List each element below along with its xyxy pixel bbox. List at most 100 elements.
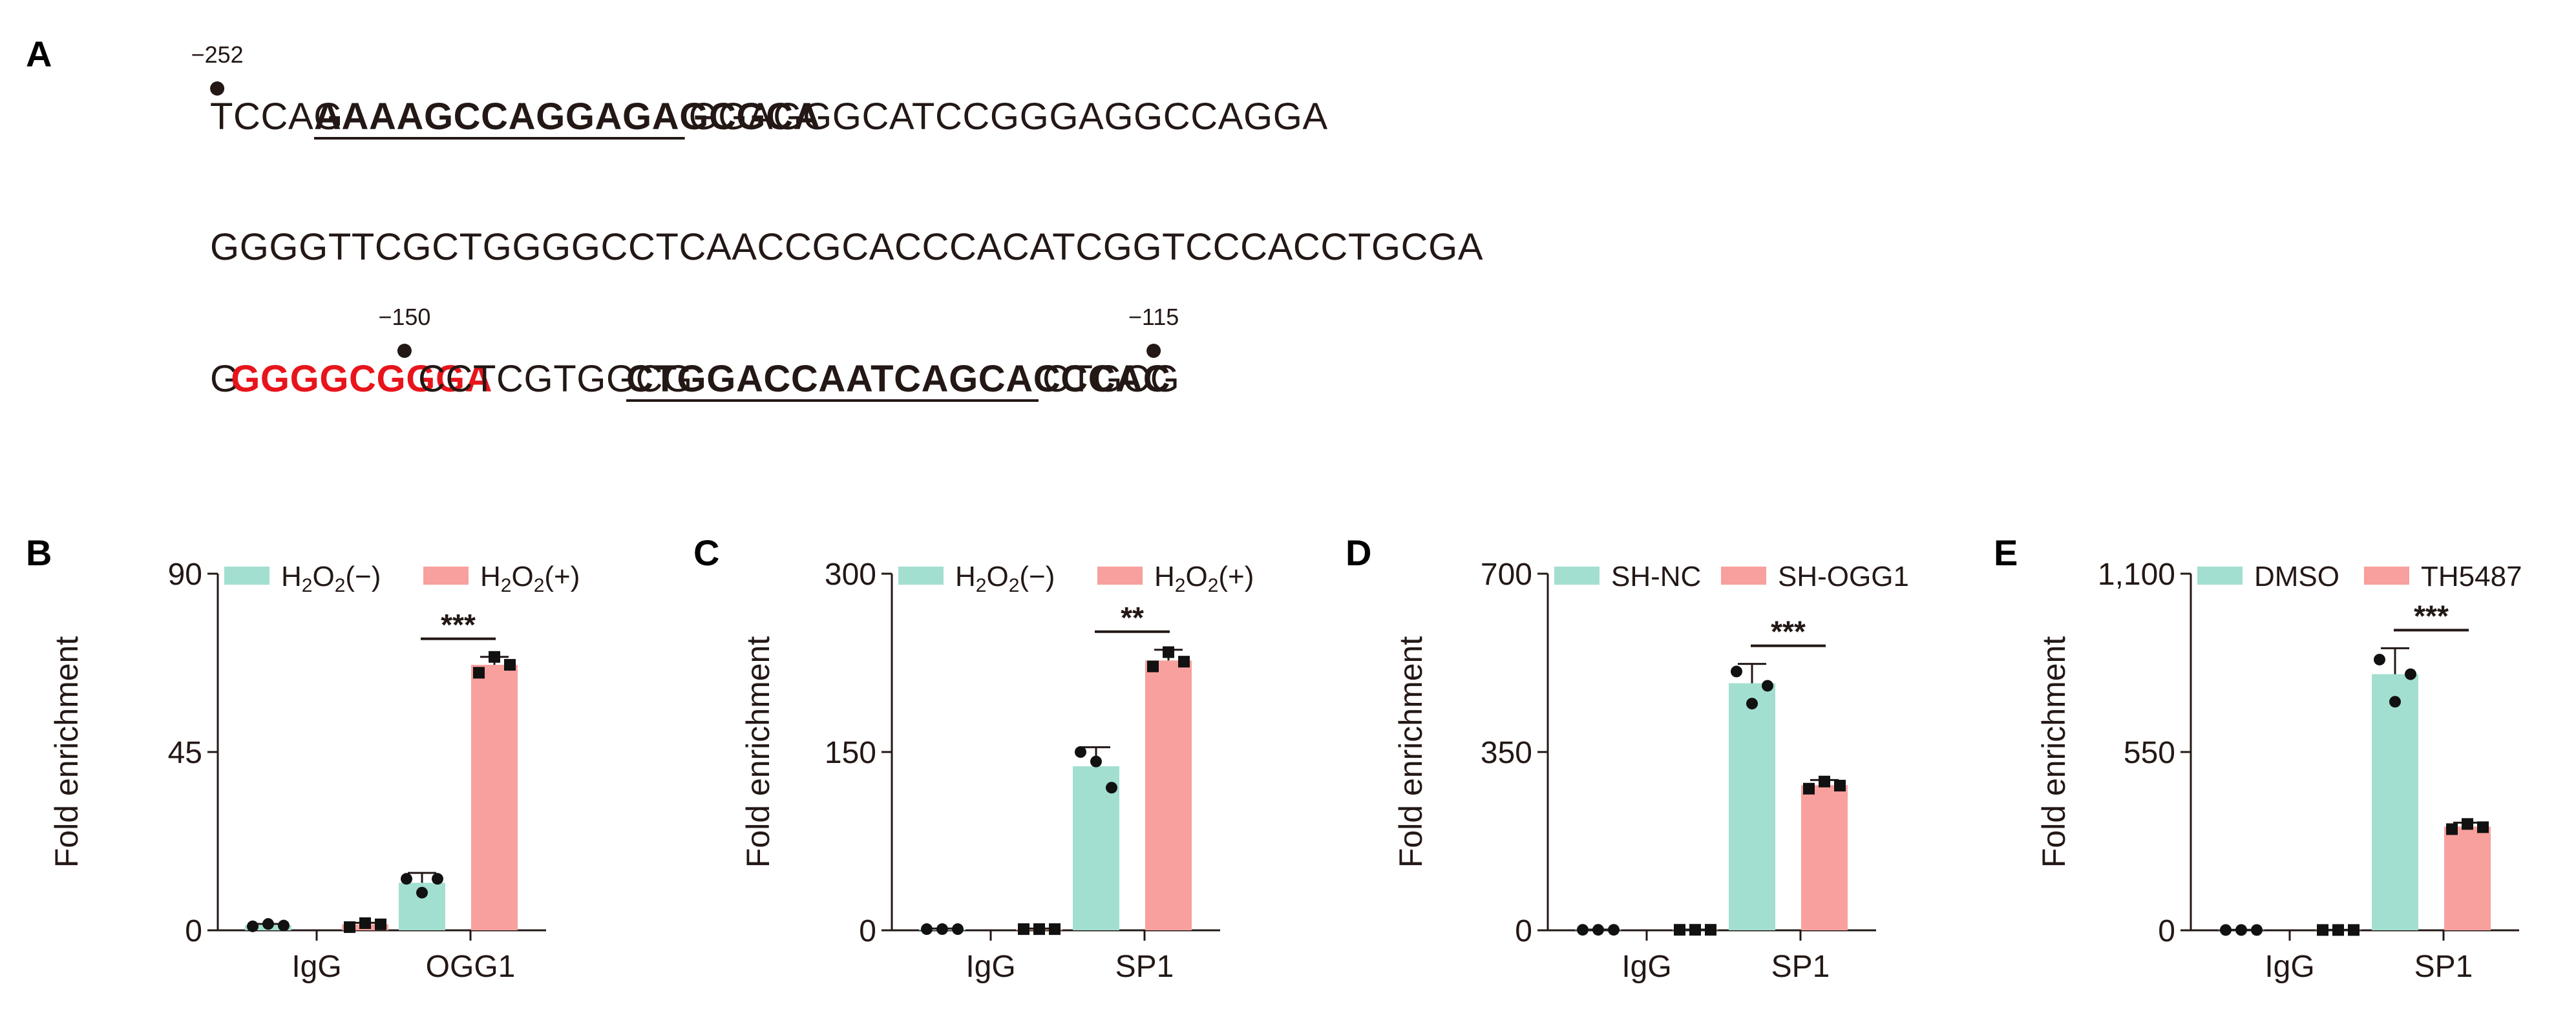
legend-swatch xyxy=(2197,567,2243,585)
legend-subscript: 2 xyxy=(302,575,313,596)
legend-swatch xyxy=(1554,567,1599,585)
data-point-circle xyxy=(1075,746,1086,758)
bar-control xyxy=(1729,683,1775,930)
data-point-square xyxy=(1033,923,1045,935)
x-tick-label: SP1 xyxy=(2414,950,2473,984)
sequence-segment-plain: GGGGTTCGCTGGGGCCTCAACCGCACCCACATCGGTCCCA… xyxy=(210,226,1483,268)
data-point-square xyxy=(2477,821,2489,833)
legend-text-part: H xyxy=(1154,561,1175,592)
x-tick-label: IgG xyxy=(291,950,341,984)
data-point-circle xyxy=(2235,924,2247,936)
bar-treatment xyxy=(471,665,518,930)
legend-label: H2O2(−) xyxy=(281,561,381,596)
data-point-circle xyxy=(1106,782,1117,794)
legend-text-part: O xyxy=(986,561,1008,592)
y-axis-label: Fold enrichment xyxy=(1393,636,1429,868)
legend-subscript: 2 xyxy=(1009,575,1020,596)
y-tick-label: 0 xyxy=(185,914,202,948)
y-tick-label: 350 xyxy=(1481,736,1532,770)
legend-label: SH-NC xyxy=(1611,561,1701,592)
chart-panel-e: Fold enrichment 0 550 1,100 IgG SP1 *** DMSO TH5… xyxy=(2036,558,2522,984)
position-marker-label: −115 xyxy=(1128,304,1179,330)
data-point-circle xyxy=(2251,924,2263,936)
sequence-segment-plain: GGAGGGCATCCGGGAGGCCAGGA xyxy=(689,96,1328,138)
bar-control xyxy=(1073,766,1119,930)
data-point-square xyxy=(2332,924,2344,936)
data-point-square xyxy=(1705,924,1716,936)
y-tick-label: 700 xyxy=(1481,558,1532,592)
legend-subscript: 2 xyxy=(1208,575,1219,596)
legend-text-part: (−) xyxy=(1019,561,1055,592)
sequence-segment-plain: G xyxy=(210,358,240,400)
data-point-circle xyxy=(262,918,274,930)
chart-panel-d: Fold enrichment 0 350 700 IgG SP1 *** SH-NC SH-O… xyxy=(1393,558,1909,984)
y-axis-label: Fold enrichment xyxy=(2036,636,2072,868)
legend-swatch xyxy=(1097,567,1143,585)
data-point-circle xyxy=(2220,924,2232,936)
position-marker-label: −252 xyxy=(191,41,244,68)
data-point-square xyxy=(489,651,500,663)
legend-swatch xyxy=(1721,567,1766,585)
position-marker-label: −150 xyxy=(378,304,430,330)
data-point-square xyxy=(2446,823,2458,835)
legend-subscript: 2 xyxy=(335,575,346,596)
data-point-circle xyxy=(1577,924,1589,936)
data-point-square xyxy=(359,917,371,929)
data-point-circle xyxy=(1090,755,1102,768)
legend-swatch xyxy=(224,567,269,585)
panel-label-b: B xyxy=(26,532,52,573)
sequence-segment-primer: AAAAGCCAGGAGAGCGCA xyxy=(314,96,821,138)
legend-label: TH5487 xyxy=(2421,561,2522,592)
x-tick-label: SP1 xyxy=(1771,950,1830,984)
legend-label: SH-OGG1 xyxy=(1778,561,1909,592)
data-point-square xyxy=(473,667,485,679)
y-tick-label: 150 xyxy=(825,736,876,770)
bar-treatment xyxy=(1145,660,1192,930)
x-tick-label: OGG1 xyxy=(426,950,516,984)
data-point-square xyxy=(1819,775,1830,788)
significance-label: *** xyxy=(1771,615,1806,649)
legend-subscript: 2 xyxy=(976,575,987,596)
position-marker-dot xyxy=(210,81,225,96)
data-point-circle xyxy=(432,873,443,885)
data-point-circle xyxy=(247,920,259,932)
legend-text-part: (−) xyxy=(345,561,381,592)
y-tick-label: 1,100 xyxy=(2098,558,2175,592)
y-tick-label: 0 xyxy=(2158,914,2175,948)
data-point-circle xyxy=(401,873,412,885)
y-axis-label: Fold enrichment xyxy=(740,636,776,868)
y-tick-label: 0 xyxy=(859,914,876,948)
data-point-circle xyxy=(2389,696,2401,708)
y-tick-label: 0 xyxy=(1515,914,1532,948)
promoter-sequence: TCCAGAAAAGCCAGGAGAGCGCAGGAGGGCATCCGGGAGG… xyxy=(191,41,1483,402)
data-point-circle xyxy=(278,919,290,932)
significance-label: *** xyxy=(2414,599,2449,632)
data-point-square xyxy=(2348,924,2360,936)
data-point-square xyxy=(504,659,516,671)
position-marker-dot xyxy=(397,344,412,358)
data-point-circle xyxy=(416,886,428,899)
legend-label: H2O2(+) xyxy=(1154,561,1254,596)
legend-subscript: 2 xyxy=(501,575,512,596)
legend-subscript: 2 xyxy=(534,575,545,596)
data-point-circle xyxy=(1746,698,1758,710)
x-tick-label: IgG xyxy=(1621,950,1671,984)
data-point-circle xyxy=(1592,924,1604,936)
legend-swatch xyxy=(2364,567,2409,585)
bar-treatment xyxy=(2444,826,2491,930)
data-point-circle xyxy=(1762,680,1773,692)
y-tick-label: 90 xyxy=(168,558,202,592)
data-point-circle xyxy=(2374,653,2385,665)
y-axis-label: Fold enrichment xyxy=(48,636,85,868)
data-point-square xyxy=(1803,782,1815,795)
bar-treatment xyxy=(1801,785,1848,930)
data-point-square xyxy=(1834,780,1846,792)
sequence-segment-primer: CTGGACCAATCAGCACCCAC xyxy=(626,358,1170,400)
data-point-square xyxy=(2462,818,2473,830)
sequence-segment-plain: TCCAG xyxy=(210,96,343,138)
data-point-square xyxy=(1674,924,1685,936)
y-tick-label: 45 xyxy=(168,736,202,770)
